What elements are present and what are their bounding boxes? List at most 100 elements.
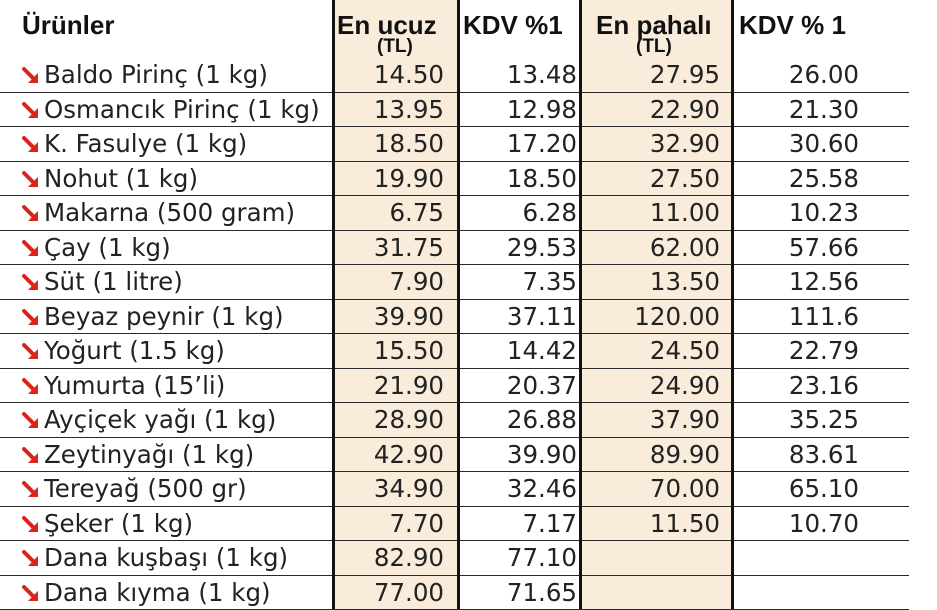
cheapest-price: 19.90 [335,162,444,196]
table-row: K. Fasulye (1 kg) 18.50 17.20 32.90 30.60 [0,127,909,162]
product-name: K. Fasulye (1 kg) [44,127,247,161]
expensive-price-vat: 83.61 [735,438,859,472]
cheapest-price-vat: 37.11 [460,300,577,334]
expensive-price: 62.00 [594,231,720,265]
product-name: Beyaz peynir (1 kg) [44,300,284,334]
cheapest-price: 7.70 [335,507,444,541]
column-divider [457,0,460,609]
down-arrow-icon [22,136,40,154]
cheapest-price: 34.90 [335,472,444,506]
down-arrow-icon [22,585,40,603]
expensive-price-vat: 12.56 [735,265,859,299]
down-arrow-icon [22,447,40,465]
product-name: Yoğurt (1.5 kg) [44,334,225,368]
down-arrow-icon [22,412,40,430]
expensive-price-vat: 26.00 [735,58,859,92]
cheapest-price-vat: 13.48 [460,58,577,92]
cheapest-price: 21.90 [335,369,444,403]
product-name: Çay (1 kg) [44,231,171,265]
table-row: Süt (1 litre) 7.90 7.35 13.50 12.56 [0,265,909,300]
expensive-price: 37.90 [594,403,720,437]
down-arrow-icon [22,516,40,534]
expensive-price: 89.90 [594,438,720,472]
expensive-price: 13.50 [594,265,720,299]
product-name: Yumurta (15’li) [44,369,225,403]
down-arrow-icon [22,343,40,361]
cheapest-price: 18.50 [335,127,444,161]
cheapest-price: 31.75 [335,231,444,265]
expensive-price-vat: 35.25 [735,403,859,437]
product-name: Süt (1 litre) [44,265,183,299]
cheapest-price: 7.90 [335,265,444,299]
cheapest-price-vat: 12.98 [460,93,577,127]
expensive-price-vat: 23.16 [735,369,859,403]
down-arrow-icon [22,205,40,223]
expensive-price: 24.50 [594,334,720,368]
product-name: Dana kıyma (1 kg) [44,576,271,610]
table-row: Zeytinyağı (1 kg) 42.90 39.90 89.90 83.61 [0,438,909,473]
header-vat-2: KDV % 1 [739,10,846,41]
expensive-price-vat: 65.10 [735,472,859,506]
expensive-price: 24.90 [594,369,720,403]
expensive-price-vat: 25.58 [735,162,859,196]
expensive-price-vat: 21.30 [735,93,859,127]
expensive-price: 120.00 [594,300,720,334]
cheapest-price-vat: 39.90 [460,438,577,472]
table-row: Dana kuşbaşı (1 kg) 82.90 77.10 [0,541,909,576]
product-name: Baldo Pirinç (1 kg) [44,58,268,92]
cheapest-price-vat: 20.37 [460,369,577,403]
header-vat-1: KDV %1 [463,10,563,41]
down-arrow-icon [22,67,40,85]
table-row: Osmancık Pirinç (1 kg) 13.95 12.98 22.90 21.… [0,93,909,128]
expensive-price: 27.95 [594,58,720,92]
product-name: Zeytinyağı (1 kg) [44,438,254,472]
table-row: Dana kıyma (1 kg) 77.00 71.65 [0,576,909,610]
product-name: Şeker (1 kg) [44,507,193,541]
cheapest-price-vat: 71.65 [460,576,577,610]
product-name: Nohut (1 kg) [44,162,198,196]
expensive-price-vat: 57.66 [735,231,859,265]
expensive-price: 27.50 [594,162,720,196]
expensive-price: 70.00 [594,472,720,506]
down-arrow-icon [22,240,40,258]
cheapest-price-vat: 77.10 [460,541,577,575]
cheapest-price-vat: 7.35 [460,265,577,299]
cheapest-price: 77.00 [335,576,444,610]
cheapest-price: 42.90 [335,438,444,472]
product-name: Dana kuşbaşı (1 kg) [44,541,288,575]
column-divider [332,0,335,609]
table-row: Yoğurt (1.5 kg) 15.50 14.42 24.50 22.79 [0,334,909,369]
cheapest-price: 13.95 [335,93,444,127]
column-divider [579,0,582,609]
cheapest-price: 6.75 [335,196,444,230]
down-arrow-icon [22,309,40,327]
expensive-price: 32.90 [594,127,720,161]
table-row: Şeker (1 kg) 7.70 7.17 11.50 10.70 [0,507,909,542]
header-row: Ürünler En ucuz (TL) KDV %1 En pahalı (T… [0,0,909,60]
expensive-price: 22.90 [594,93,720,127]
cheapest-price-vat: 7.17 [460,507,577,541]
table-row: Yumurta (15’li) 21.90 20.37 24.90 23.16 [0,369,909,404]
down-arrow-icon [22,550,40,568]
cheapest-price: 15.50 [335,334,444,368]
product-name: Tereyağ (500 gr) [44,472,247,506]
expensive-price-vat: 30.60 [735,127,859,161]
cheapest-price: 39.90 [335,300,444,334]
expensive-price-vat: 111.6 [735,300,859,334]
table-row: Beyaz peynir (1 kg) 39.90 37.11 120.00 111.6 [0,300,909,335]
cheapest-price-vat: 17.20 [460,127,577,161]
expensive-price-vat: 10.70 [735,507,859,541]
expensive-price: 11.50 [594,507,720,541]
expensive-price: 11.00 [594,196,720,230]
table-row: Tereyağ (500 gr) 34.90 32.46 70.00 65.10 [0,472,909,507]
cheapest-price: 82.90 [335,541,444,575]
expensive-price-vat: 10.23 [735,196,859,230]
expensive-price-vat: 22.79 [735,334,859,368]
cheapest-price-vat: 14.42 [460,334,577,368]
cheapest-price-vat: 32.46 [460,472,577,506]
product-name: Osmancık Pirinç (1 kg) [44,93,320,127]
